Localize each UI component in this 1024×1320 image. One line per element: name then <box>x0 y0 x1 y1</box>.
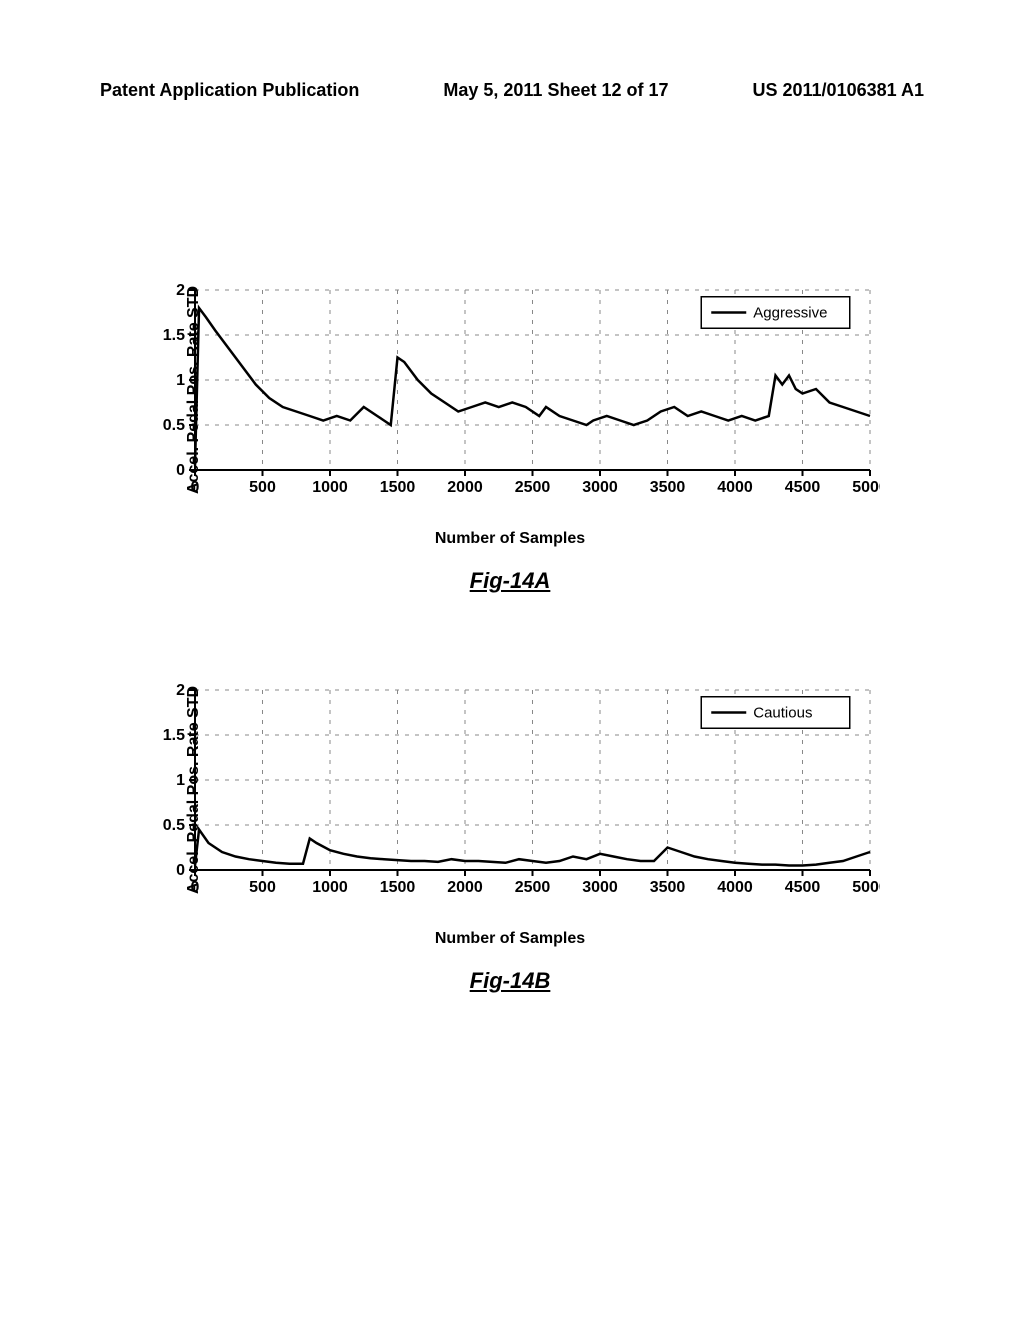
svg-text:4500: 4500 <box>785 479 821 496</box>
svg-text:5000: 5000 <box>852 479 880 496</box>
svg-text:1000: 1000 <box>312 879 348 896</box>
svg-text:Aggressive: Aggressive <box>753 305 827 322</box>
chart-a-ylabel: Accel. Pedal Pos. Rate STD <box>185 286 203 494</box>
svg-text:500: 500 <box>249 479 276 496</box>
svg-text:1.5: 1.5 <box>163 327 185 344</box>
svg-text:2000: 2000 <box>447 479 483 496</box>
svg-text:3500: 3500 <box>650 879 686 896</box>
svg-text:1000: 1000 <box>312 479 348 496</box>
chart-b-figlabel: Fig-14B <box>140 968 880 994</box>
svg-text:500: 500 <box>249 879 276 896</box>
svg-text:1: 1 <box>176 772 185 789</box>
header-left: Patent Application Publication <box>100 80 359 101</box>
chart-a-container: Accel. Pedal Pos. Rate STD 0 500 1000 1500 2… <box>140 280 880 594</box>
chart-a-xlabel: Number of Samples <box>140 530 880 548</box>
svg-text:0.5: 0.5 <box>163 817 185 834</box>
svg-text:Cautious: Cautious <box>753 705 812 722</box>
svg-text:3500: 3500 <box>650 479 686 496</box>
svg-text:1500: 1500 <box>380 879 416 896</box>
svg-text:2500: 2500 <box>515 879 551 896</box>
svg-text:0: 0 <box>176 462 185 479</box>
chart-b-xlabel: Number of Samples <box>140 930 880 948</box>
svg-text:2: 2 <box>176 282 185 299</box>
chart-a-figlabel: Fig-14A <box>140 568 880 594</box>
svg-text:3000: 3000 <box>582 479 618 496</box>
header-right: US 2011/0106381 A1 <box>753 80 924 101</box>
page-header: Patent Application Publication May 5, 20… <box>0 80 1024 101</box>
svg-text:1: 1 <box>176 372 185 389</box>
svg-text:0.5: 0.5 <box>163 417 185 434</box>
svg-text:0: 0 <box>176 862 185 879</box>
chart-a: Accel. Pedal Pos. Rate STD 0 500 1000 1500 2… <box>140 280 880 500</box>
svg-text:4000: 4000 <box>717 879 753 896</box>
svg-text:2500: 2500 <box>515 479 551 496</box>
chart-b-svg: 0 500 1000 1500 2000 2500 3000 3500 4000 4500 5000… <box>140 680 880 900</box>
svg-text:2000: 2000 <box>447 879 483 896</box>
header-center: May 5, 2011 Sheet 12 of 17 <box>443 80 668 101</box>
chart-b-container: Accel. Pedal Pos. Rate STD 0 500 1000 1500 2… <box>140 680 880 994</box>
chart-b-ylabel: Accel. Pedal Pos. Rate STD <box>185 686 203 894</box>
svg-text:5000: 5000 <box>852 879 880 896</box>
svg-text:4000: 4000 <box>717 479 753 496</box>
svg-text:3000: 3000 <box>582 879 618 896</box>
svg-text:1.5: 1.5 <box>163 727 185 744</box>
chart-b: Accel. Pedal Pos. Rate STD 0 500 1000 1500 2… <box>140 680 880 900</box>
svg-text:1500: 1500 <box>380 479 416 496</box>
chart-a-svg: 0 500 1000 1500 2000 2500 3000 3500 4000 4500 5000… <box>140 280 880 500</box>
svg-text:4500: 4500 <box>785 879 821 896</box>
svg-text:2: 2 <box>176 682 185 699</box>
